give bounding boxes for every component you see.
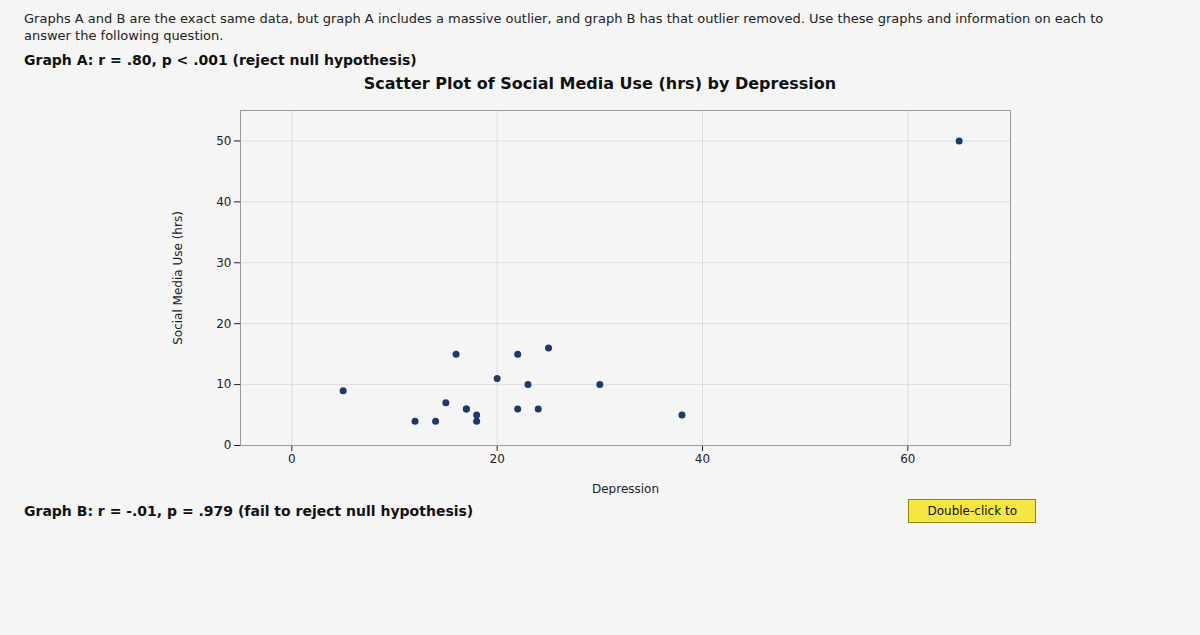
svg-text:0: 0: [288, 452, 296, 466]
html-text:Double-click to: Double-click to: [927, 504, 1017, 518]
svg-text:50: 50: [216, 134, 231, 148]
html-text:Graphs A and B are the exact s: Graphs A and B are the exact same data, …: [24, 11, 1104, 43]
html-text:Graph B: r = -.01, p = .979 (f: Graph B: r = -.01, p = .979 (fail to rej…: [24, 503, 474, 519]
svg-text:10: 10: [216, 377, 231, 391]
svg-text:40: 40: [216, 195, 231, 209]
svg-text:Depression: Depression: [592, 482, 659, 496]
svg-text:60: 60: [900, 452, 915, 466]
svg-text:20: 20: [490, 452, 505, 466]
svg-text:20: 20: [216, 317, 231, 331]
svg-text:0: 0: [224, 438, 232, 452]
svg-text:Social Media Use (hrs): Social Media Use (hrs): [171, 211, 185, 345]
html-text:Graph A: r = .80, p < .001 (re: Graph A: r = .80, p < .001 (reject null …: [24, 52, 417, 68]
svg-text:40: 40: [695, 452, 710, 466]
html-text:Scatter Plot of Social Media U: Scatter Plot of Social Media Use (hrs) b…: [363, 74, 837, 93]
svg-text:30: 30: [216, 256, 231, 270]
